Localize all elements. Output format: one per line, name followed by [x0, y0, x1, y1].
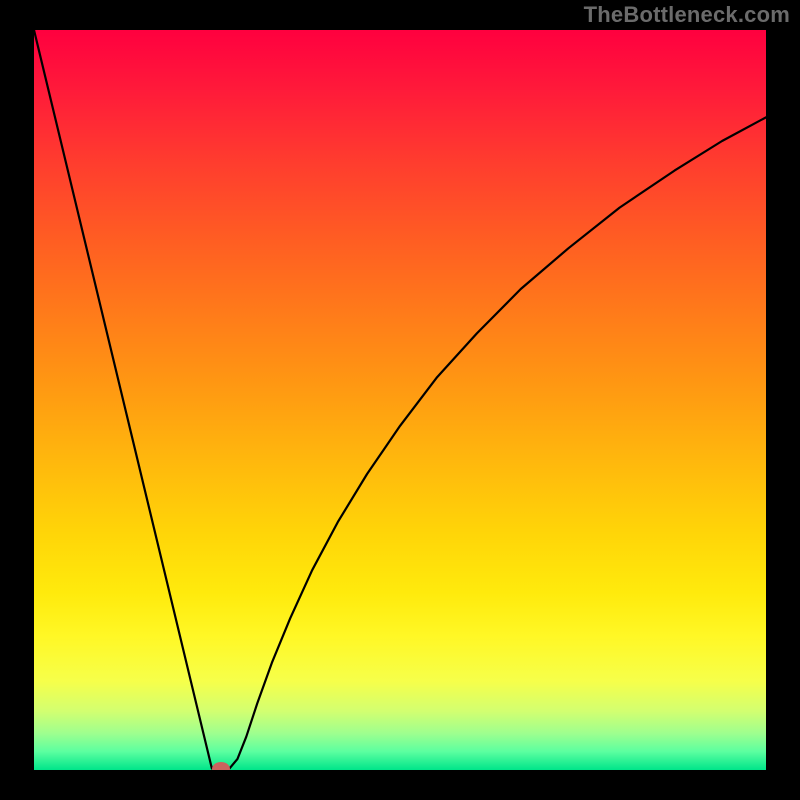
plot-area — [34, 30, 766, 770]
watermark-text: TheBottleneck.com — [584, 2, 790, 28]
bottleneck-curve — [34, 30, 766, 770]
minimum-marker-icon — [212, 762, 230, 770]
bottleneck-curve-svg — [34, 30, 766, 770]
chart-container: TheBottleneck.com — [0, 0, 800, 800]
